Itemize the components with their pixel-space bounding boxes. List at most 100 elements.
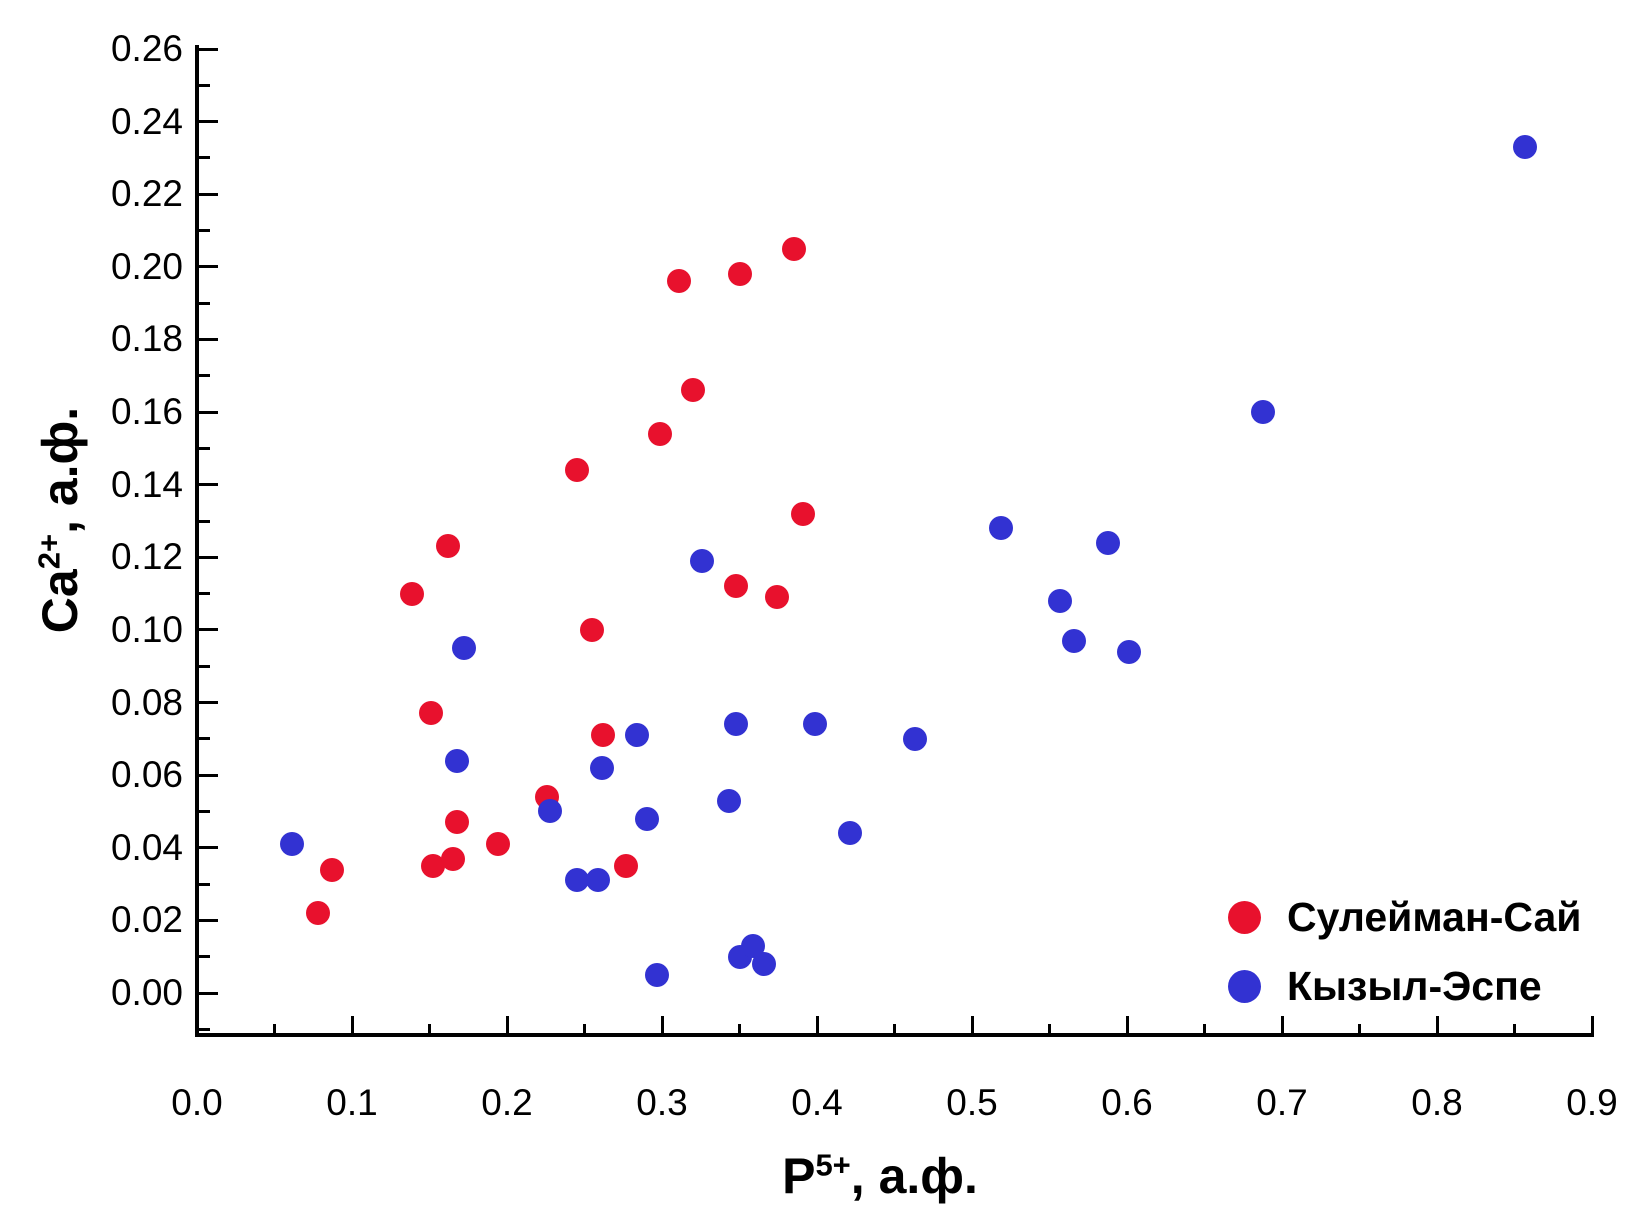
data-point bbox=[724, 712, 749, 737]
y-axis-title-base: Ca bbox=[32, 569, 88, 634]
y-minor-tick bbox=[199, 374, 210, 378]
x-minor-tick bbox=[583, 1024, 586, 1035]
y-tick-label: 0.16 bbox=[110, 391, 183, 433]
y-tick-label: 0.10 bbox=[110, 608, 183, 650]
y-major-tick bbox=[199, 846, 218, 850]
x-major-tick bbox=[1280, 1016, 1284, 1035]
y-major-tick bbox=[199, 991, 218, 995]
data-point bbox=[791, 501, 816, 526]
data-point bbox=[752, 951, 777, 976]
y-tick-label: 0.20 bbox=[110, 245, 183, 287]
y-tick-label: 0.12 bbox=[110, 536, 183, 578]
data-point bbox=[589, 755, 614, 780]
y-axis-line bbox=[195, 45, 199, 1037]
data-point bbox=[279, 832, 304, 857]
data-point bbox=[564, 458, 589, 483]
data-point bbox=[420, 853, 445, 878]
x-tick-label: 0.9 bbox=[1566, 1082, 1618, 1123]
x-minor-tick bbox=[1513, 1024, 1516, 1035]
x-minor-tick bbox=[738, 1024, 741, 1035]
x-major-tick bbox=[350, 1016, 354, 1035]
red-dot-icon bbox=[1228, 900, 1261, 934]
y-major-tick bbox=[199, 410, 218, 414]
y-minor-tick bbox=[199, 592, 210, 596]
x-major-tick bbox=[970, 1016, 974, 1035]
data-point bbox=[564, 868, 589, 893]
y-minor-tick bbox=[199, 446, 210, 450]
data-point bbox=[445, 748, 470, 773]
data-point bbox=[580, 617, 605, 642]
data-point bbox=[1251, 400, 1276, 425]
x-minor-tick bbox=[1203, 1024, 1206, 1035]
y-axis-title: Ca2+, а.ф. bbox=[31, 407, 89, 633]
data-point bbox=[1062, 628, 1087, 653]
y-tick-label: 0.18 bbox=[110, 318, 183, 360]
y-major-tick bbox=[199, 120, 218, 124]
data-point bbox=[586, 868, 611, 893]
x-axis-line bbox=[195, 1033, 1594, 1037]
x-minor-tick bbox=[1358, 1024, 1361, 1035]
data-point bbox=[727, 262, 752, 287]
data-point bbox=[538, 799, 563, 824]
y-major-tick bbox=[199, 192, 218, 196]
data-point bbox=[419, 701, 444, 726]
y-minor-tick bbox=[199, 83, 210, 87]
data-point bbox=[724, 574, 749, 599]
data-point bbox=[648, 421, 673, 446]
y-tick-label: 0.04 bbox=[110, 826, 183, 868]
x-major-tick bbox=[1125, 1016, 1129, 1035]
y-minor-tick bbox=[199, 1027, 210, 1031]
x-major-tick bbox=[505, 1016, 509, 1035]
data-point bbox=[837, 821, 862, 846]
x-minor-tick bbox=[1048, 1024, 1051, 1035]
y-tick-label: 0.06 bbox=[110, 754, 183, 796]
x-minor-tick bbox=[428, 1024, 431, 1035]
data-point bbox=[902, 726, 927, 751]
y-minor-tick bbox=[199, 229, 210, 233]
y-major-tick bbox=[199, 265, 218, 269]
x-tick-label: 0.1 bbox=[326, 1082, 378, 1123]
data-point bbox=[716, 788, 741, 813]
y-minor-tick bbox=[199, 955, 210, 959]
x-axis-title-base: P bbox=[782, 1148, 816, 1204]
data-point bbox=[625, 723, 650, 748]
x-tick-label: 0.6 bbox=[1101, 1082, 1153, 1123]
data-point bbox=[764, 585, 789, 610]
data-point bbox=[681, 378, 705, 403]
y-major-tick bbox=[199, 555, 218, 559]
data-point bbox=[667, 269, 692, 294]
x-tick-label: 0.0 bbox=[171, 1082, 223, 1123]
data-point bbox=[989, 516, 1014, 541]
blue-dot-icon bbox=[1228, 969, 1261, 1003]
y-major-tick bbox=[199, 918, 218, 922]
y-minor-tick bbox=[199, 156, 210, 160]
data-point bbox=[614, 853, 639, 878]
y-minor-tick bbox=[199, 301, 210, 305]
x-axis-title-suffix: , а.ф. bbox=[850, 1148, 978, 1204]
data-point bbox=[803, 712, 828, 737]
x-minor-tick bbox=[273, 1024, 276, 1035]
y-minor-tick bbox=[199, 664, 210, 668]
y-tick-label: 0.14 bbox=[110, 463, 183, 505]
x-minor-tick bbox=[893, 1024, 896, 1035]
data-point bbox=[781, 236, 806, 261]
y-tick-label: 0.00 bbox=[110, 972, 183, 1013]
data-point bbox=[436, 534, 461, 559]
data-point bbox=[645, 962, 670, 987]
data-point bbox=[440, 846, 465, 871]
x-tick-label: 0.5 bbox=[946, 1082, 998, 1123]
y-major-tick bbox=[199, 701, 218, 705]
x-major-tick bbox=[195, 1016, 199, 1035]
x-tick-label: 0.3 bbox=[636, 1082, 688, 1123]
x-tick-label: 0.8 bbox=[1411, 1082, 1463, 1123]
y-tick-label: 0.24 bbox=[110, 100, 183, 142]
data-point bbox=[1116, 639, 1141, 664]
data-point bbox=[1048, 588, 1073, 613]
x-tick-label: 0.2 bbox=[481, 1082, 533, 1123]
y-minor-tick bbox=[199, 737, 210, 741]
y-minor-tick bbox=[199, 882, 210, 886]
data-point bbox=[445, 810, 470, 835]
y-axis-title-suffix: , а.ф. bbox=[32, 406, 88, 534]
data-point bbox=[319, 857, 344, 882]
